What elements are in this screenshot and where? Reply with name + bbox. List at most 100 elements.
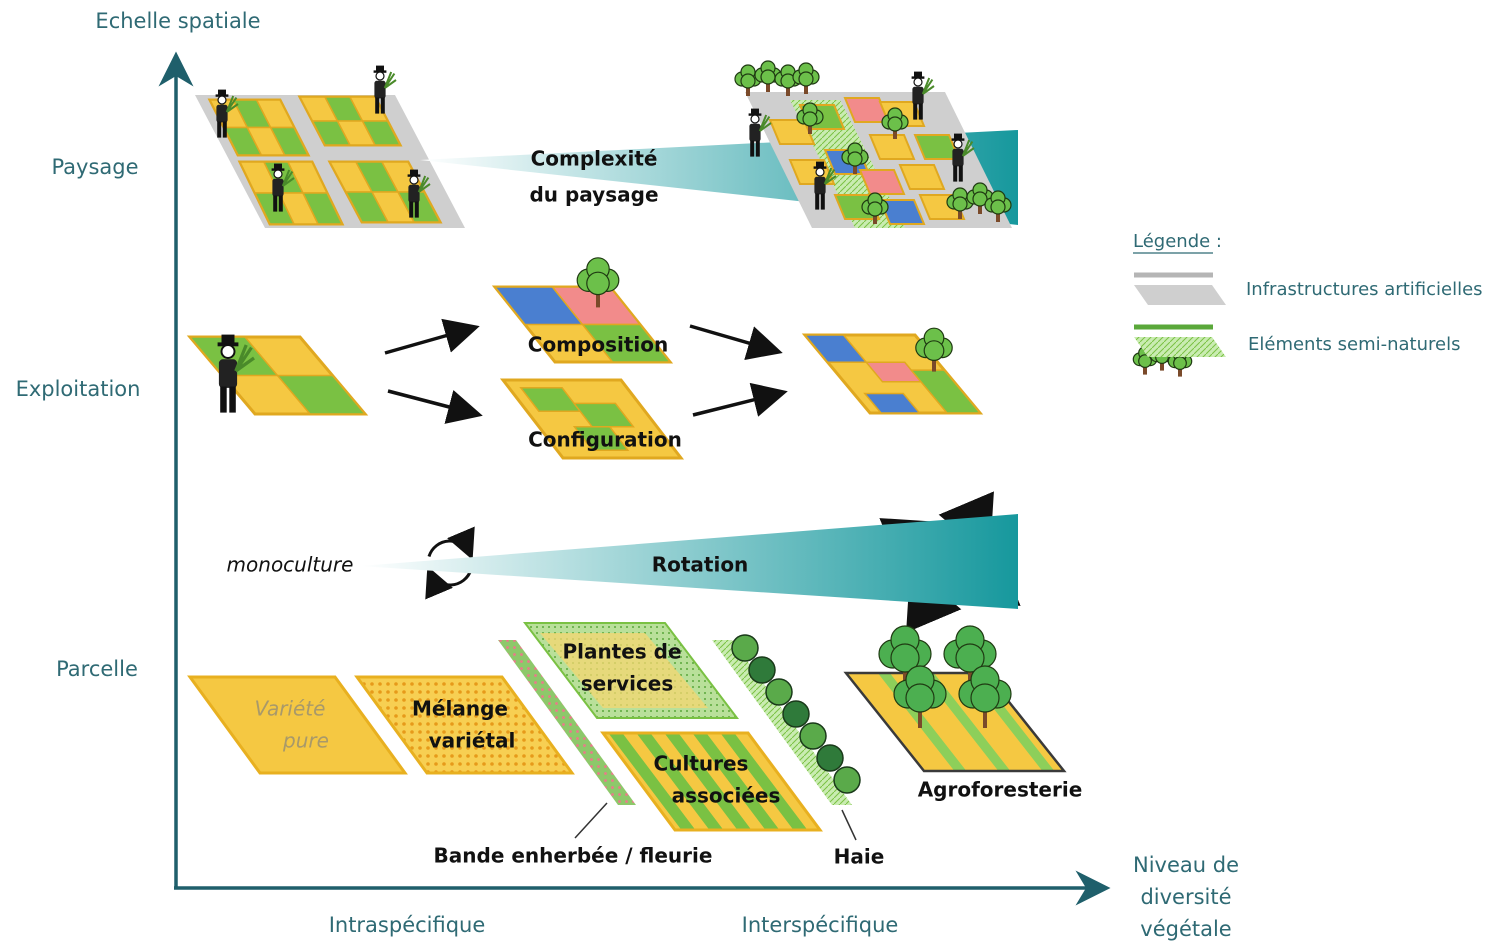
- configuration-label: Configuration: [528, 428, 682, 452]
- trunk: [903, 660, 907, 688]
- foliage: [740, 73, 756, 89]
- leg: [953, 165, 958, 182]
- level-label: Parcelle: [56, 657, 138, 681]
- trunk: [968, 660, 972, 688]
- plot-label: variétal: [429, 729, 516, 753]
- tree: [841, 142, 869, 174]
- tree: [754, 60, 782, 92]
- trunk: [918, 700, 922, 728]
- tree: [893, 665, 947, 728]
- arrow: [384, 318, 480, 355]
- body: [218, 359, 238, 388]
- leg: [278, 195, 283, 212]
- leg: [380, 97, 385, 114]
- trunk: [804, 80, 808, 94]
- foliage: [955, 643, 985, 673]
- trunk: [1143, 362, 1147, 375]
- trunk: [958, 205, 962, 219]
- crop: [383, 71, 397, 89]
- hedge-strip: [712, 640, 852, 805]
- hat: [274, 163, 282, 170]
- plot-label: services: [581, 672, 674, 696]
- field: [858, 169, 906, 195]
- x-category: Intraspécifique: [329, 913, 486, 937]
- leg: [375, 97, 380, 114]
- hedge-bush: [799, 722, 827, 750]
- tree: [946, 187, 974, 219]
- crop: [417, 175, 431, 193]
- composition-label: Composition: [528, 333, 668, 357]
- foliage: [972, 191, 988, 207]
- leg: [229, 386, 236, 413]
- foliage: [760, 69, 776, 85]
- head: [815, 167, 825, 177]
- field: [187, 675, 408, 775]
- grass-strip: [498, 640, 636, 805]
- crop: [758, 114, 772, 132]
- crop: [921, 77, 935, 95]
- trunk: [873, 210, 877, 224]
- trunk: [746, 82, 750, 96]
- foliage: [923, 340, 945, 362]
- field-cell: [580, 323, 672, 363]
- body: [216, 104, 228, 123]
- foliage: [905, 683, 935, 713]
- foliage: [887, 116, 903, 132]
- legend-title: Légende :: [1133, 231, 1222, 252]
- arrow: [689, 324, 783, 360]
- foliage: [802, 111, 818, 127]
- trunk: [1160, 358, 1164, 371]
- trunk: [808, 120, 812, 134]
- body: [952, 148, 964, 167]
- foliage: [867, 201, 883, 217]
- leg: [220, 386, 227, 413]
- body: [272, 178, 284, 197]
- foliage: [1138, 354, 1152, 369]
- body: [912, 86, 924, 105]
- tree: [576, 257, 620, 308]
- head: [409, 175, 419, 185]
- leader-line: [841, 809, 857, 841]
- tree: [966, 182, 994, 214]
- hat: [221, 334, 235, 344]
- gradient-label: Complexité: [531, 147, 658, 171]
- illustrations: [186, 60, 1193, 832]
- farmer: [217, 334, 255, 413]
- hedge-bush: [748, 656, 776, 684]
- foliage: [952, 196, 968, 212]
- hat: [376, 65, 384, 72]
- tree: [915, 327, 953, 372]
- leader-line: [574, 802, 608, 839]
- plot-label: pure: [282, 729, 329, 753]
- head: [750, 114, 760, 124]
- field: [600, 731, 823, 832]
- tree: [792, 62, 820, 94]
- crop: [961, 139, 975, 157]
- hedge-bush: [782, 700, 810, 728]
- leg: [414, 201, 419, 218]
- cycle-arrow: [425, 566, 473, 600]
- monoculture-label: monoculture: [227, 553, 354, 577]
- leg: [815, 193, 820, 210]
- plot-label: Mélange: [412, 697, 508, 721]
- trunk: [596, 285, 600, 308]
- cycle-arrow: [427, 526, 475, 560]
- leg: [273, 195, 278, 212]
- farmer: [215, 89, 239, 138]
- trunk: [893, 125, 897, 139]
- leg: [217, 121, 222, 138]
- x-axis-label: Niveau de: [1133, 853, 1239, 877]
- hat: [954, 133, 962, 140]
- farmer: [407, 169, 431, 218]
- plot-label: Agroforesterie: [918, 778, 1083, 802]
- trunk: [996, 208, 1000, 222]
- trunk: [786, 82, 790, 96]
- tree: [958, 665, 1012, 728]
- legend-item: Infrastructures artificielles: [1246, 279, 1483, 300]
- field-cell: [361, 120, 402, 146]
- farmer: [813, 161, 837, 210]
- hedge-bush: [765, 678, 793, 706]
- x-axis-label: diversité: [1140, 885, 1231, 909]
- body: [408, 184, 420, 203]
- foliage: [1173, 356, 1187, 371]
